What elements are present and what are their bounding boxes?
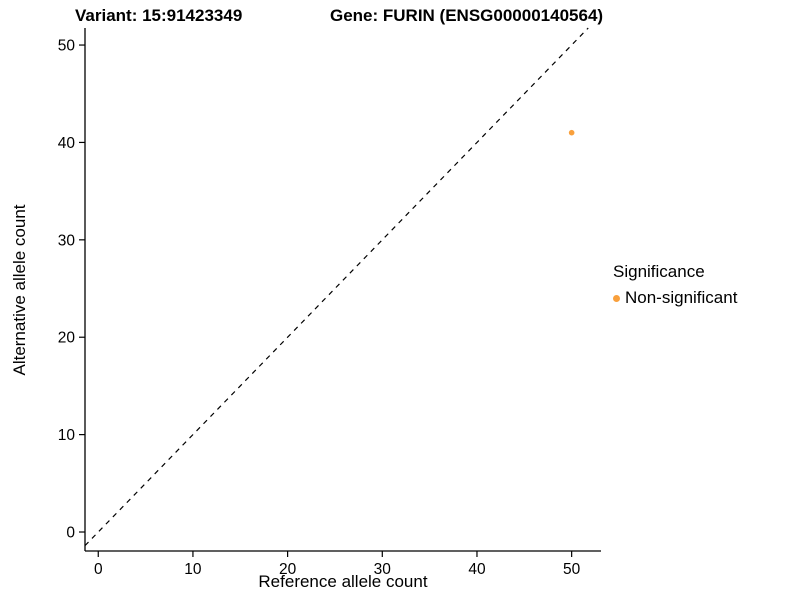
plot-title-variant: Variant: 15:91423349: [75, 6, 243, 25]
x-axis-label: Reference allele count: [258, 572, 428, 591]
y-tick-label: 10: [58, 427, 76, 444]
x-tick-label: 50: [563, 561, 581, 578]
y-tick-label: 0: [66, 525, 75, 542]
legend-title: Significance: [613, 262, 705, 281]
y-tick-label: 50: [58, 38, 76, 55]
x-tick-label: 20: [279, 561, 297, 578]
legend-item: Non-significant: [613, 288, 737, 308]
y-tick-label: 20: [58, 330, 76, 347]
x-tick-label: 0: [94, 561, 103, 578]
x-tick-label: 10: [184, 561, 202, 578]
data-point: [568, 129, 575, 136]
legend: Significance Non-significant: [613, 262, 737, 308]
x-tick-label: 40: [468, 561, 486, 578]
plot-title-gene: Gene: FURIN (ENSG00000140564): [330, 6, 604, 25]
legend-point-icon: [613, 294, 620, 302]
x-tick-label: 30: [374, 561, 392, 578]
y-tick-label: 30: [58, 232, 76, 249]
y-tick-label: 40: [58, 135, 76, 152]
legend-item-label: Non-significant: [625, 288, 738, 307]
identity-line: [84, 27, 589, 547]
